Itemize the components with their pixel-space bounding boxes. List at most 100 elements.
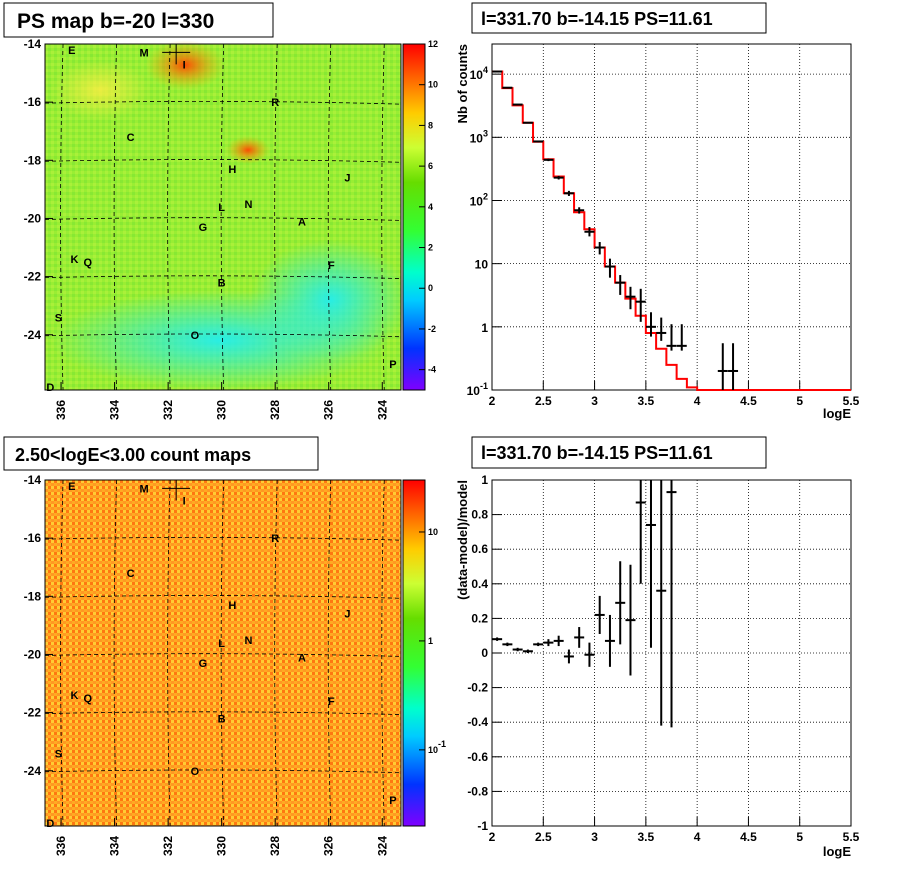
- source-label: Q: [84, 257, 93, 269]
- source-label: D: [46, 818, 54, 830]
- source-label: L: [218, 638, 225, 650]
- colorbar-tick-label: 10-1: [428, 739, 446, 755]
- x-tick-label: 4: [694, 830, 701, 844]
- y-tick-label: -0.6: [467, 750, 488, 764]
- spectrum-frame: [491, 43, 852, 391]
- latitude-gridline: [44, 653, 402, 657]
- source-label: H: [228, 164, 236, 176]
- y-tick-label: 104: [470, 65, 488, 82]
- residual-data-point: [635, 480, 646, 584]
- count-map-panel: 336 334 332 330 328 326 324-14-16-18-20-22-24 …: [24, 473, 446, 856]
- source-label: S: [55, 312, 62, 324]
- longitude-gridline: [381, 479, 385, 827]
- spectrum-data-point: [604, 258, 615, 278]
- count-map-heatmap: [45, 480, 401, 826]
- x-tick-label: 336: [54, 400, 68, 420]
- residual-data-point: [615, 561, 626, 645]
- residual-data-point: [502, 642, 513, 647]
- x-tick-label: 326: [322, 836, 336, 856]
- count-map-colorbar: [403, 480, 425, 826]
- y-tick-label: 0.2: [471, 611, 488, 625]
- colorbar-tick-label: 4: [428, 202, 433, 212]
- x-tick-label: 3: [591, 830, 598, 844]
- y-tick-label: 10-1: [467, 381, 488, 398]
- source-label: J: [344, 173, 350, 185]
- source-label: L: [218, 202, 225, 214]
- residual-data-point: [522, 649, 533, 653]
- residual-data-point: [594, 595, 605, 634]
- spectrum-data-point: [717, 343, 728, 390]
- longitude-gridline: [381, 43, 385, 391]
- latitude-gridline: [44, 100, 402, 105]
- y-tick-label: -16: [24, 95, 42, 109]
- longitude-gridline: [113, 479, 117, 827]
- spectrum-title-box: l=331.70 b=-14.15 PS=11.61: [471, 2, 767, 34]
- spectrum-model-series: [492, 70, 851, 391]
- ps-map-frame: [44, 43, 402, 391]
- source-label: G: [199, 222, 208, 234]
- longitude-gridline: [327, 479, 332, 827]
- y-tick-label: -22: [24, 706, 42, 720]
- ps-map-bright-spot: [226, 136, 270, 164]
- source-label: K: [70, 254, 78, 266]
- residual-panel: 2 2.5 3 3.5 4 4.5 5 5.5 -1 -0.8 -0.6 -0.4 -0.2 0 0.2 0.…: [455, 473, 860, 859]
- x-tick-label: 324: [375, 836, 389, 856]
- residual-ylabel: (data-model)/model: [455, 480, 470, 600]
- x-tick-label: 5: [796, 394, 803, 408]
- source-label: B: [218, 277, 226, 289]
- colorbar-tick-label: 10: [428, 527, 438, 537]
- y-tick-label: -14: [24, 473, 42, 487]
- source-label: N: [244, 635, 252, 647]
- residual-title: l=331.70 b=-14.15 PS=11.61: [481, 443, 713, 463]
- spectrum-data-point: [728, 343, 739, 390]
- source-label: D: [46, 382, 54, 394]
- x-tick-label: 324: [375, 400, 389, 420]
- latitude-gridline: [44, 595, 402, 599]
- latitude-gridline: [44, 275, 402, 280]
- x-tick-label: 3.5: [638, 830, 655, 844]
- x-tick-label: 3.5: [638, 394, 655, 408]
- spectrum-data-point: [594, 242, 605, 255]
- source-label: I: [183, 495, 186, 507]
- ps-map-title-box: PS map b=-20 l=330: [3, 2, 274, 38]
- y-tick-label: 0: [481, 646, 488, 660]
- x-tick-label: 5: [796, 830, 803, 844]
- spectrum-data-point: [635, 288, 646, 322]
- source-label: E: [68, 45, 75, 57]
- x-tick-label: 4: [694, 394, 701, 408]
- spectrum-data-point: [615, 275, 626, 295]
- source-label: I: [183, 59, 186, 71]
- longitude-gridline: [274, 43, 278, 391]
- x-tick-label: 328: [268, 836, 282, 856]
- y-tick-label: -0.2: [467, 681, 488, 695]
- ps-map-colorbar: [403, 44, 425, 390]
- y-tick-label: -18: [24, 153, 42, 167]
- y-tick-label: 103: [470, 128, 488, 145]
- y-tick-label: -0.8: [467, 784, 488, 798]
- x-tick-label: 4.5: [740, 830, 757, 844]
- x-tick-label: 2: [489, 394, 496, 408]
- y-tick-label: 0.6: [471, 542, 488, 556]
- y-tick-label: -20: [24, 647, 42, 661]
- residual-data-point: [604, 614, 615, 667]
- ps-map-low-region-south: [50, 290, 390, 390]
- spectrum-data-point: [574, 207, 585, 214]
- x-tick-label: 336: [54, 836, 68, 856]
- spectrum-data-point: [563, 190, 574, 196]
- longitude-gridline: [60, 479, 64, 827]
- latitude-gridline: [44, 159, 402, 163]
- residual-data-point: [563, 649, 574, 664]
- residual-data-point: [492, 637, 503, 641]
- latitude-gridline: [44, 217, 402, 221]
- y-tick-label: 0.8: [471, 508, 488, 522]
- spectrum-ylabel: Nb of counts: [455, 44, 470, 123]
- spectrum-data-point: [645, 312, 656, 337]
- x-tick-label: 2.5: [535, 830, 552, 844]
- x-tick-label: 330: [215, 836, 229, 856]
- latitude-gridline: [44, 769, 402, 774]
- y-tick-label: -16: [24, 531, 42, 545]
- x-tick-label: 332: [161, 400, 175, 420]
- source-label: R: [271, 97, 279, 109]
- y-tick-label: 1: [481, 473, 488, 487]
- source-label: P: [389, 795, 396, 807]
